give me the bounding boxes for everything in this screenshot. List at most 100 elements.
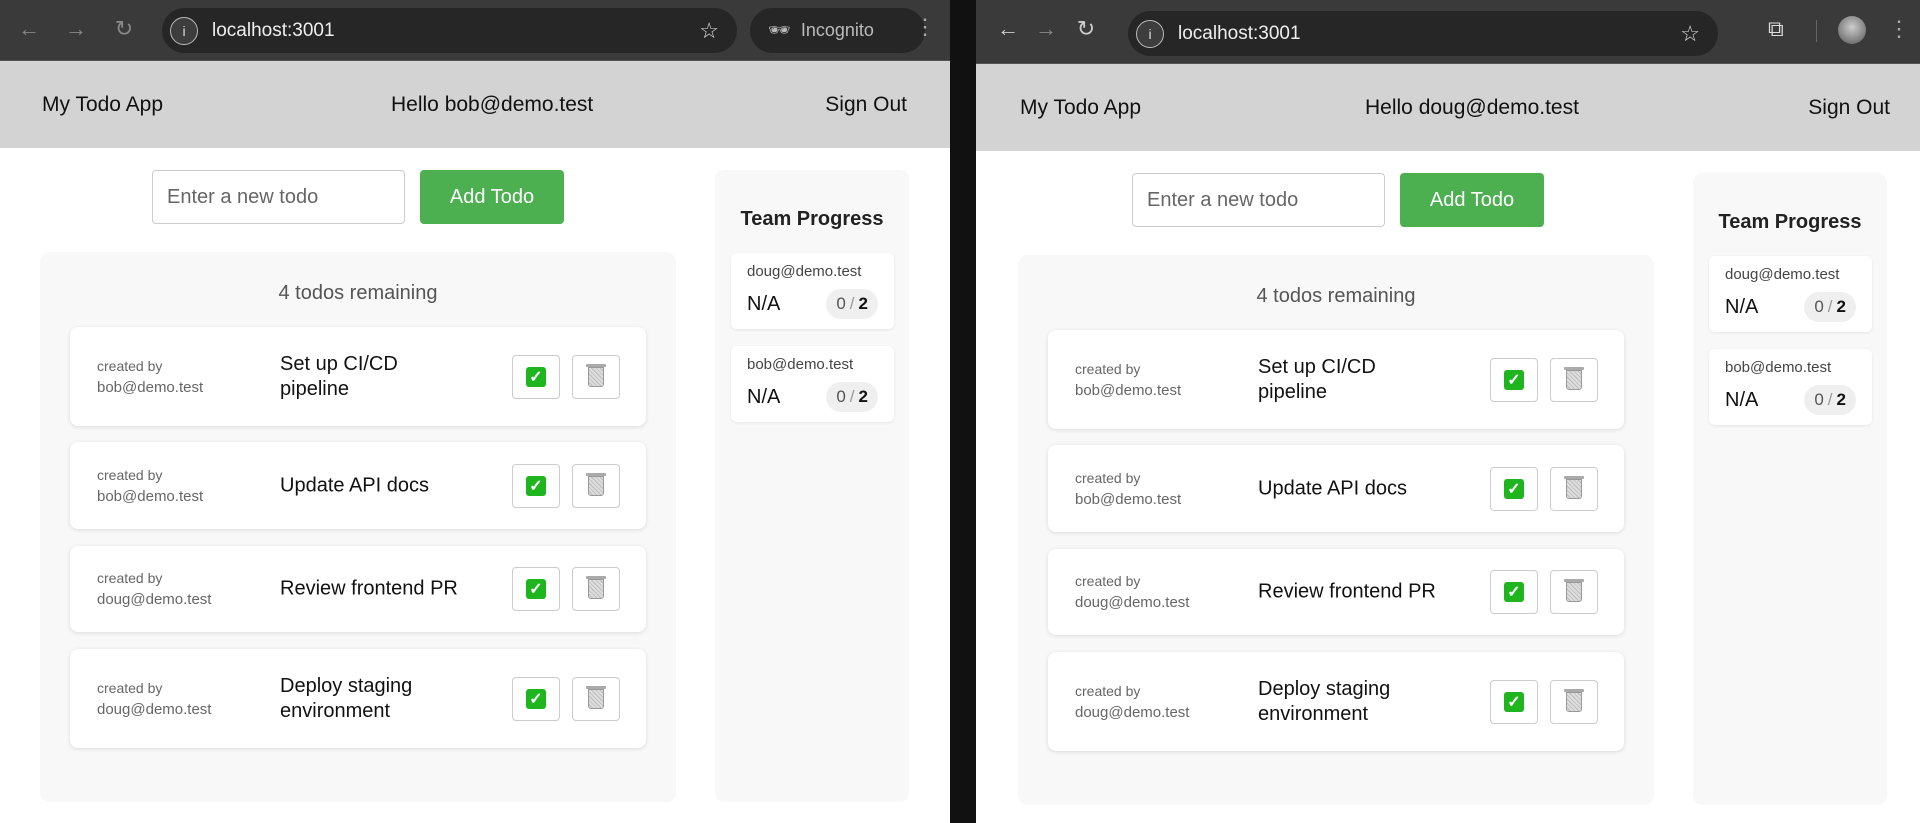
app-title: My Todo App bbox=[1020, 96, 1142, 119]
menu-icon[interactable]: ⋮ bbox=[1888, 16, 1910, 41]
complete-todo-button[interactable]: ✓ bbox=[512, 567, 560, 611]
done-count: 0 bbox=[836, 294, 846, 313]
member-email: bob@demo.test bbox=[747, 356, 854, 373]
complete-todo-button[interactable]: ✓ bbox=[1490, 466, 1538, 511]
member-email: doug@demo.test bbox=[747, 263, 862, 280]
separator: / bbox=[849, 387, 855, 406]
todo-item: created by bob@demo.test Update API docs ✓ bbox=[1048, 445, 1624, 532]
todo-item: created by doug@demo.test Review frontend … bbox=[70, 546, 646, 632]
team-progress-title: Team Progress bbox=[740, 208, 884, 230]
incognito-icon: 🕶 bbox=[768, 20, 791, 40]
todo-creator: created by doug@demo.test bbox=[1075, 680, 1189, 724]
address-bar[interactable]: i localhost:3001 ☆ bbox=[1128, 11, 1718, 56]
complete-todo-button[interactable]: ✓ bbox=[1490, 357, 1538, 402]
delete-todo-button[interactable] bbox=[1550, 357, 1598, 402]
checkmark-icon: ✓ bbox=[1504, 691, 1524, 712]
menu-icon[interactable]: ⋮ bbox=[914, 14, 936, 39]
checkmark-icon: ✓ bbox=[526, 475, 546, 496]
todo-item: created by bob@demo.test Set up CI/CD pipe… bbox=[70, 327, 646, 426]
forward-button[interactable]: → bbox=[65, 16, 87, 41]
checkmark-icon: ✓ bbox=[1504, 582, 1524, 602]
complete-todo-button[interactable]: ✓ bbox=[512, 463, 560, 508]
member-progress-badge: 0/2 bbox=[1804, 292, 1856, 322]
member-status: N/A bbox=[1725, 389, 1759, 411]
sign-out-link[interactable]: Sign Out bbox=[825, 93, 907, 116]
add-todo-button[interactable]: Add Todo bbox=[420, 170, 564, 224]
todo-creator: created by bob@demo.test bbox=[1075, 358, 1181, 402]
reload-button[interactable]: ↻ bbox=[1076, 16, 1096, 41]
separator: / bbox=[1827, 297, 1833, 316]
complete-todo-button[interactable]: ✓ bbox=[1490, 679, 1538, 724]
total-count: 2 bbox=[1836, 297, 1846, 316]
total-count: 2 bbox=[858, 294, 868, 313]
delete-todo-button[interactable] bbox=[1550, 466, 1598, 511]
add-todo-button[interactable]: Add Todo bbox=[1400, 173, 1544, 227]
todo-list-panel: 4 todos remaining created by bob@demo.test… bbox=[40, 252, 676, 802]
incognito-indicator[interactable]: 🕶 Incognito bbox=[750, 8, 925, 53]
todo-item: created by bob@demo.test Update API docs ✓ bbox=[70, 442, 646, 529]
profile-avatar[interactable] bbox=[1838, 16, 1866, 44]
site-info-icon[interactable]: i bbox=[1136, 19, 1164, 48]
toolbar-divider bbox=[1816, 20, 1817, 42]
creator-email: doug@demo.test bbox=[97, 700, 212, 718]
delete-todo-button[interactable] bbox=[1550, 570, 1598, 614]
back-button[interactable]: ← bbox=[997, 16, 1019, 41]
bookmark-star-icon[interactable]: ☆ bbox=[699, 17, 719, 43]
trash-icon bbox=[586, 472, 606, 496]
todo-title: Deploy staging environment bbox=[280, 674, 413, 722]
created-by-label: created by bbox=[1075, 682, 1141, 699]
done-count: 0 bbox=[836, 387, 846, 406]
team-member-card: bob@demo.test N/A 0/2 bbox=[1709, 349, 1872, 425]
address-bar[interactable]: i localhost:3001 ☆ bbox=[162, 8, 737, 53]
created-by-label: created by bbox=[97, 357, 163, 374]
new-todo-input[interactable] bbox=[1132, 173, 1385, 227]
delete-todo-button[interactable] bbox=[572, 676, 620, 721]
delete-todo-button[interactable] bbox=[572, 354, 620, 399]
complete-todo-button[interactable]: ✓ bbox=[1490, 570, 1538, 614]
trash-icon bbox=[586, 685, 606, 709]
bookmark-star-icon[interactable]: ☆ bbox=[1680, 20, 1700, 46]
delete-todo-button[interactable] bbox=[1550, 679, 1598, 724]
trash-icon bbox=[1564, 475, 1584, 499]
app-header: My Todo App Hello bob@demo.test Sign Out bbox=[0, 61, 950, 148]
team-member-card: bob@demo.test N/A 0/2 bbox=[731, 346, 894, 422]
todo-title: Update API docs bbox=[280, 474, 429, 496]
created-by-label: created by bbox=[1075, 573, 1141, 589]
created-by-label: created by bbox=[97, 679, 163, 696]
browser-window: ← → ↻ i localhost:3001 ☆ 🕶 Incognito ⋮ My Todo Ap… bbox=[0, 0, 950, 823]
creator-email: bob@demo.test bbox=[97, 487, 204, 505]
back-button[interactable]: ← bbox=[18, 16, 40, 41]
new-todo-input[interactable] bbox=[152, 170, 405, 224]
todo-item: created by doug@demo.test Deploy staging e… bbox=[70, 649, 646, 748]
reload-button[interactable]: ↻ bbox=[114, 16, 134, 41]
forward-button[interactable]: → bbox=[1035, 16, 1057, 41]
created-by-label: created by bbox=[97, 570, 163, 586]
member-progress-badge: 0/2 bbox=[826, 289, 878, 319]
extensions-icon[interactable]: ⧉ bbox=[1768, 16, 1784, 41]
url-text: localhost:3001 bbox=[1178, 22, 1301, 44]
complete-todo-button[interactable]: ✓ bbox=[512, 354, 560, 399]
complete-todo-button[interactable]: ✓ bbox=[512, 676, 560, 721]
url-text: localhost:3001 bbox=[212, 19, 335, 41]
member-status: N/A bbox=[1725, 296, 1759, 318]
sign-out-link[interactable]: Sign Out bbox=[1808, 96, 1890, 119]
site-info-icon[interactable]: i bbox=[170, 16, 198, 45]
todo-title: Review frontend PR bbox=[280, 577, 458, 600]
member-email: doug@demo.test bbox=[1725, 266, 1840, 283]
new-todo-field[interactable]: Enter a new todo bbox=[1132, 173, 1385, 227]
todo-creator: created by doug@demo.test bbox=[97, 677, 211, 721]
todo-item: created by doug@demo.test Deploy staging e… bbox=[1048, 652, 1624, 751]
todo-creator: created by doug@demo.test bbox=[97, 567, 211, 611]
todo-item: created by doug@demo.test Review frontend … bbox=[1048, 549, 1624, 635]
todo-creator: created by bob@demo.test bbox=[97, 355, 203, 399]
member-progress-badge: 0/2 bbox=[826, 382, 878, 412]
new-todo-field[interactable]: Enter a new todo bbox=[152, 170, 405, 224]
delete-todo-button[interactable] bbox=[572, 463, 620, 508]
created-by-label: created by bbox=[1075, 360, 1141, 377]
delete-todo-button[interactable] bbox=[572, 567, 620, 611]
trash-icon bbox=[1564, 366, 1584, 390]
team-progress-panel: Team Progress doug@demo.test N/A 0/2 bob@dem… bbox=[715, 170, 909, 802]
separator: / bbox=[1827, 390, 1833, 409]
done-count: 0 bbox=[1814, 297, 1824, 316]
incognito-label: Incognito bbox=[800, 20, 874, 40]
